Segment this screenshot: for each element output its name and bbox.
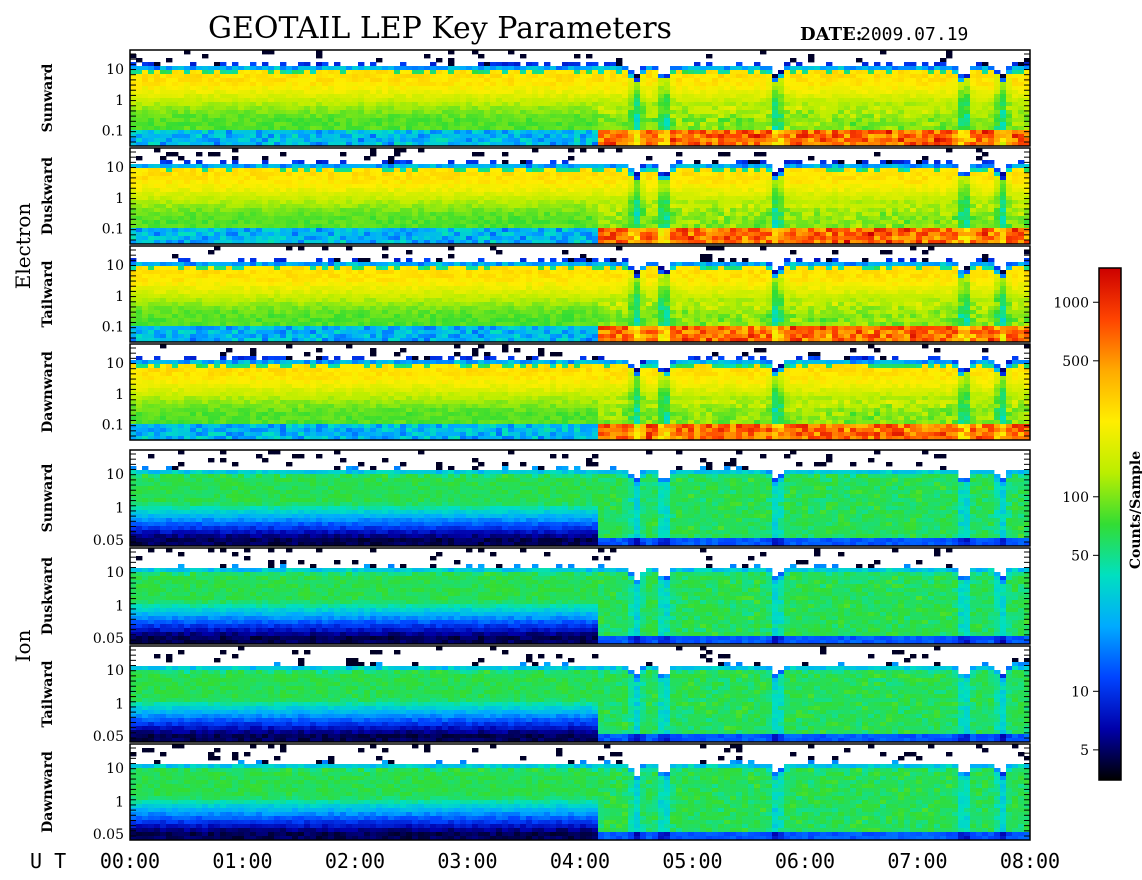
y-tick-label: 1	[115, 387, 124, 403]
time-tick-label: 01:00	[212, 849, 272, 873]
group-label: Ion	[11, 629, 35, 662]
y-tick-label: 10	[106, 62, 124, 78]
panel-label: Dawnward	[40, 751, 56, 833]
y-tick-label: 0.1	[102, 418, 124, 434]
panels: 10 1 0.1 Sunward 10 1 0.1 Duskward 10 1 0.1 Tailwar…	[40, 50, 1030, 843]
colorbar-tick-label: 5	[1080, 743, 1089, 759]
time-axis: U T 00:00 01:00 02:00 03:00 04:00 05:00 06:00 0…	[30, 849, 1060, 873]
panel-ion-dawnward: 10 1 0.05 Dawnward	[40, 744, 1030, 843]
panel-ion-tailward: 10 1 0.05 Tailward	[40, 646, 1030, 745]
panel-label: Tailward	[40, 260, 56, 327]
time-tick-label: 03:00	[437, 849, 497, 873]
date-label: DATE:	[800, 24, 862, 45]
colorbar-tick-label: 1000	[1053, 295, 1089, 311]
panel-electron-duskward: 10 1 0.1 Duskward	[40, 148, 1030, 244]
time-tick-label: 00:00	[100, 849, 160, 873]
panel-electron-tailward: 10 1 0.1 Tailward	[40, 246, 1030, 342]
panel-electron-sunward: 10 1 0.1 Sunward	[40, 50, 1030, 146]
ut-label: U T	[30, 849, 66, 873]
y-tick-label: 10	[106, 663, 124, 679]
y-tick-label: 1	[115, 795, 124, 811]
y-tick-label: 10	[106, 258, 124, 274]
colorbar-gradient	[1099, 268, 1121, 780]
group-labels: Electron Ion	[11, 203, 35, 663]
time-tick-label: 07:00	[887, 849, 947, 873]
colorbar-tick-label: 500	[1062, 354, 1089, 370]
panel-label: Duskward	[40, 557, 56, 635]
chart-title: GEOTAIL LEP Key Parameters	[208, 11, 672, 46]
y-tick-label: 0.05	[93, 827, 124, 843]
y-tick-label: 1	[115, 289, 124, 305]
date-value: 2009.07.19	[860, 24, 968, 45]
y-tick-label: 1	[115, 599, 124, 615]
colorbar-tick-label: 10	[1071, 684, 1089, 700]
y-tick-label: 10	[106, 467, 124, 483]
y-tick-label: 10	[106, 356, 124, 372]
group-label: Electron	[11, 203, 35, 290]
colorbar-tick-label: 100	[1062, 490, 1089, 506]
time-tick-label: 05:00	[662, 849, 722, 873]
colorbar: 1000 500 100 50 10 5 Counts/Sample	[1053, 268, 1142, 780]
y-tick-label: 1	[115, 93, 124, 109]
panel-ion-duskward: 10 1 0.05 Duskward	[40, 548, 1030, 647]
time-tick-label: 08:00	[1000, 849, 1060, 873]
colorbar-label: Counts/Sample	[1128, 451, 1142, 569]
time-tick-label: 06:00	[775, 849, 835, 873]
y-tick-label: 10	[106, 761, 124, 777]
panel-label: Duskward	[40, 157, 56, 235]
y-tick-label: 1	[115, 697, 124, 713]
y-tick-label: 0.1	[102, 320, 124, 336]
y-tick-label: 1	[115, 191, 124, 207]
time-tick-label: 04:00	[550, 849, 610, 873]
time-tick-label: 02:00	[325, 849, 385, 873]
y-tick-label: 0.05	[93, 729, 124, 745]
y-tick-label: 0.05	[93, 533, 124, 549]
y-tick-label: 1	[115, 501, 124, 517]
panel-label: Sunward	[40, 463, 56, 532]
y-tick-label: 10	[106, 565, 124, 581]
colorbar-tick-label: 50	[1071, 548, 1089, 564]
panel-label: Tailward	[40, 660, 56, 727]
panel-electron-dawnward: 10 1 0.1 Dawnward	[40, 344, 1030, 440]
panel-label: Dawnward	[40, 351, 56, 433]
y-tick-label: 0.1	[102, 124, 124, 140]
y-tick-label: 0.1	[102, 222, 124, 238]
y-tick-label: 0.05	[93, 631, 124, 647]
panel-ion-sunward: 10 1 0.05 Sunward	[40, 450, 1030, 549]
panel-label: Sunward	[40, 63, 56, 132]
y-tick-label: 10	[106, 160, 124, 176]
